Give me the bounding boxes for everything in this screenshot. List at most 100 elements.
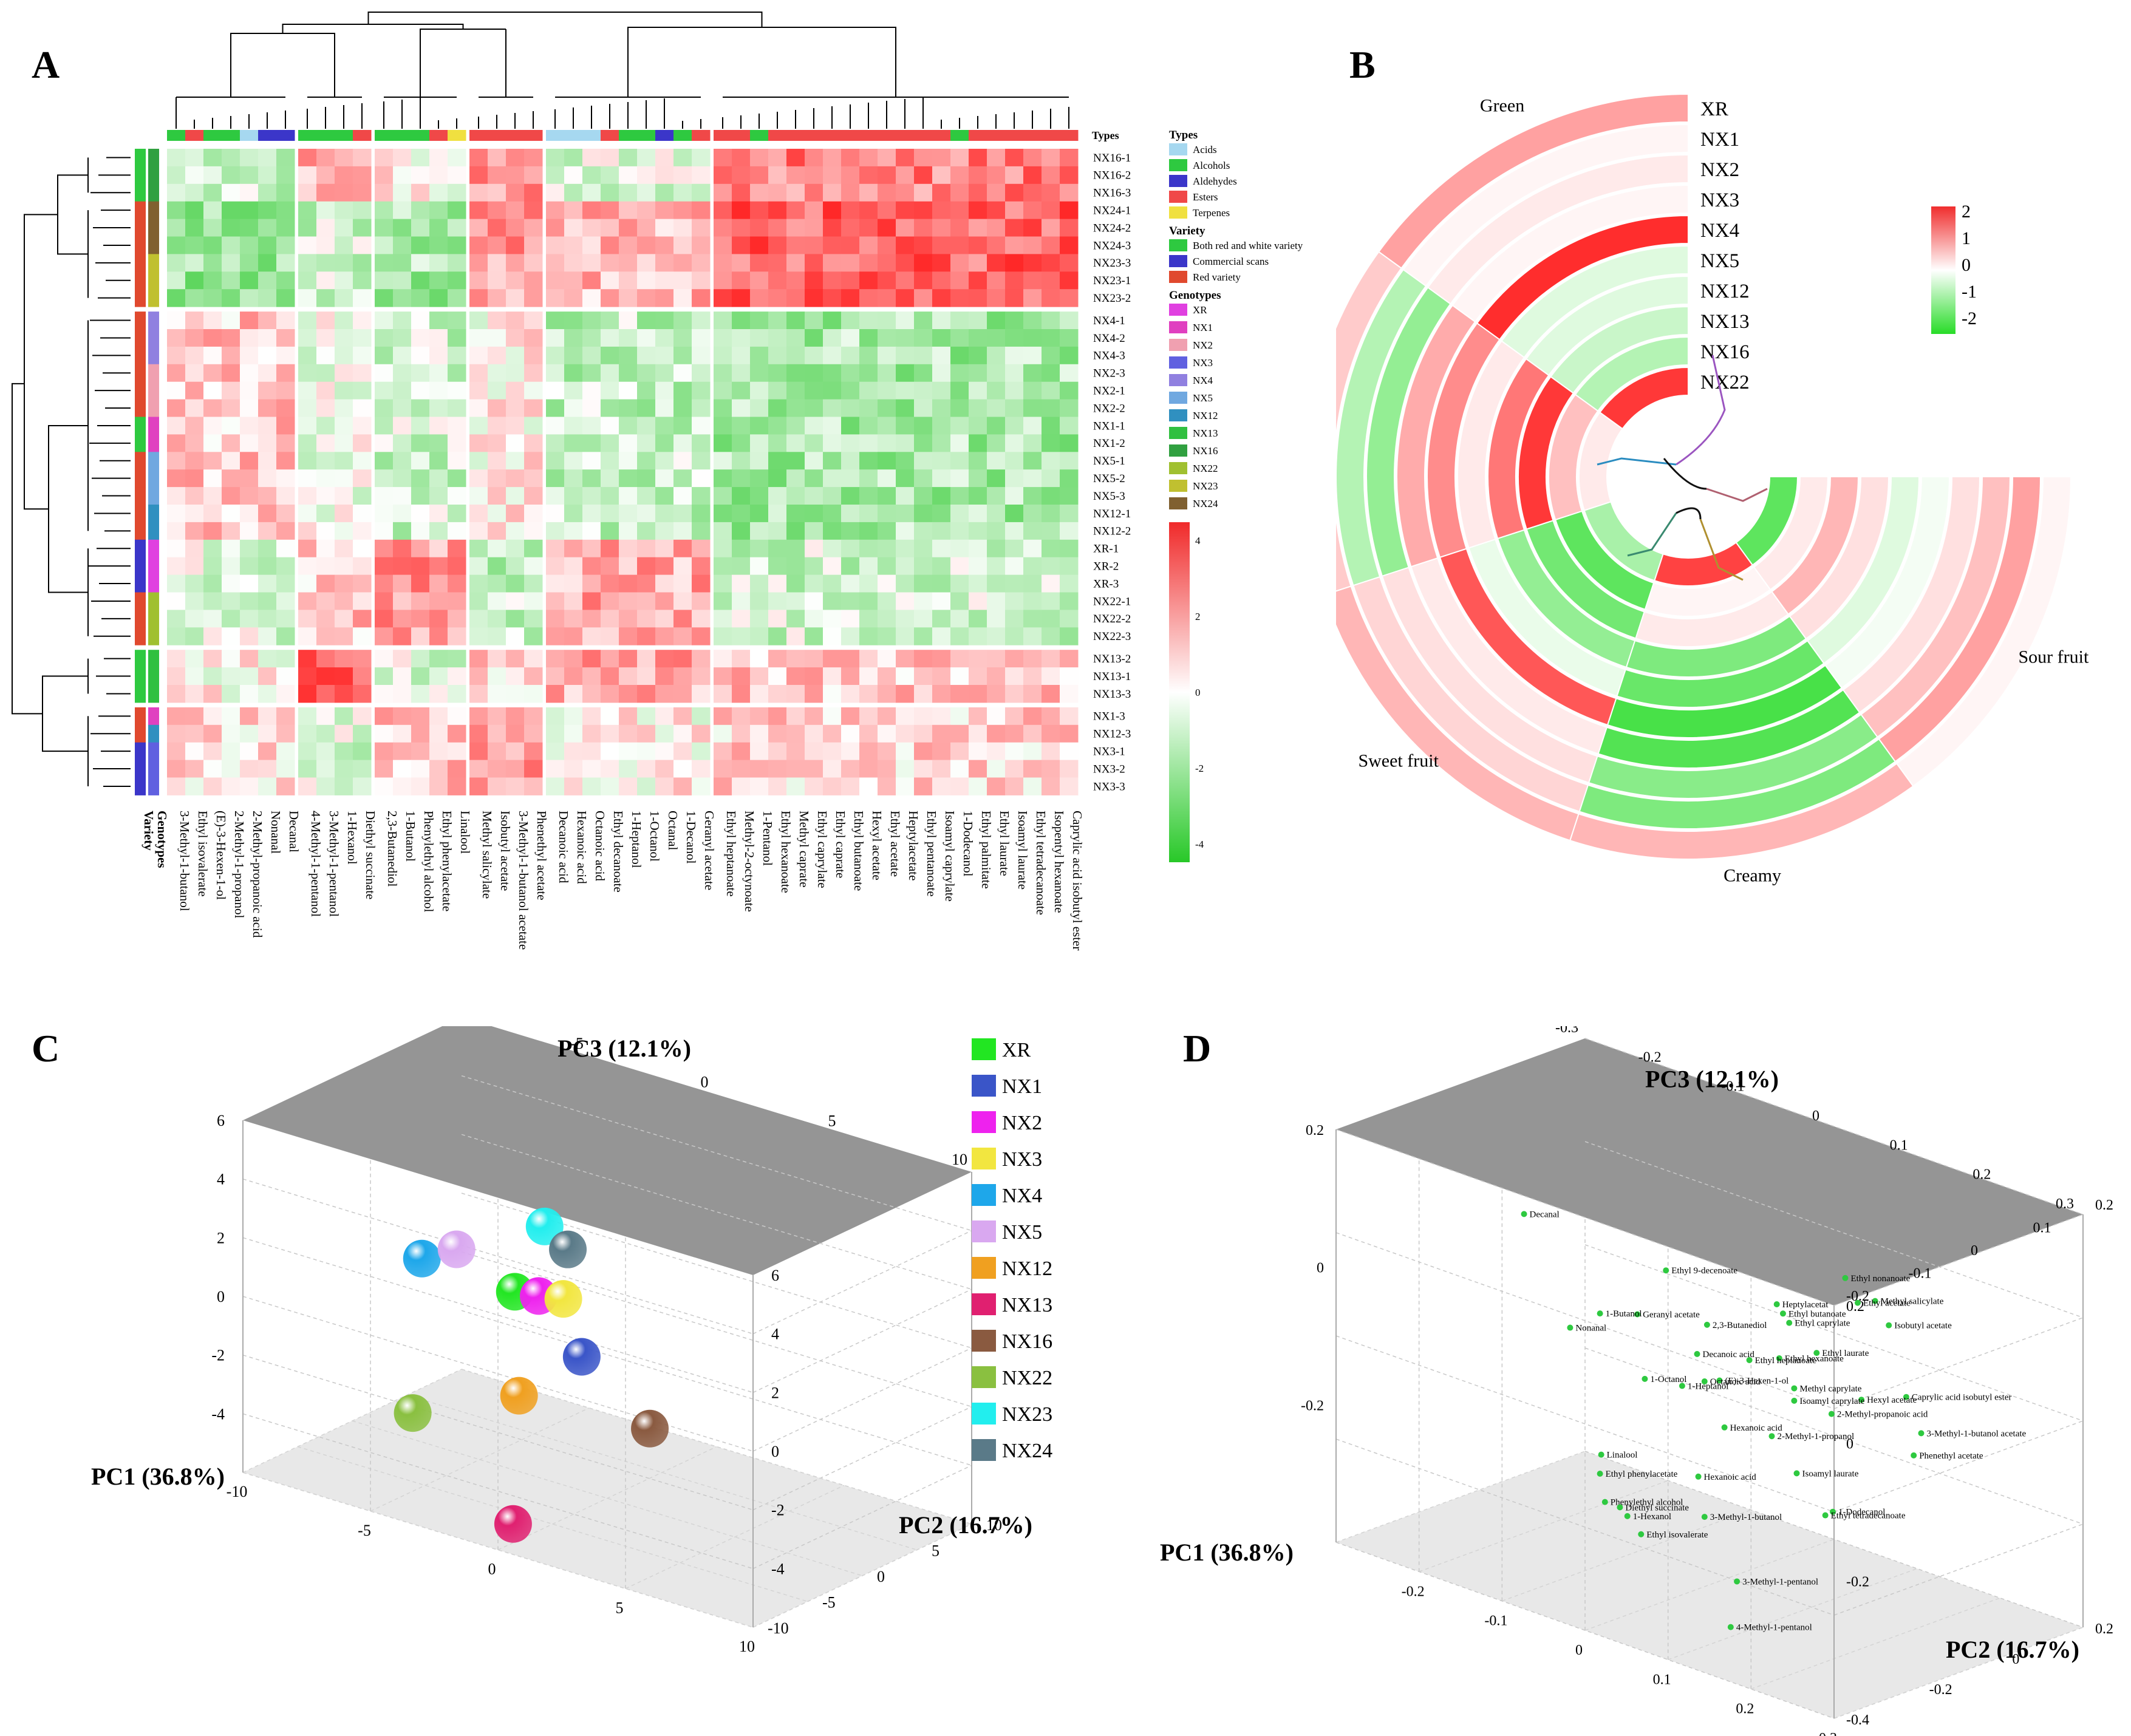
heatmap-cell (203, 399, 222, 417)
heatmap-cell (692, 183, 711, 202)
heatmap-cell (750, 271, 769, 290)
heatmap-cell (637, 452, 656, 470)
score-legend-swatch (972, 1038, 996, 1060)
loading-y-tick: 0 (2012, 1652, 2019, 1667)
heatmap-cell (969, 539, 987, 558)
row-label: NX3-2 (1093, 763, 1125, 775)
heatmap-cell (969, 289, 987, 307)
heatmap-cell (524, 574, 543, 593)
heatmap-cell (601, 149, 619, 167)
heatmap-cell (506, 219, 525, 237)
heatmap-cell (823, 434, 842, 452)
heatmap-cell (411, 452, 430, 470)
heatmap-cell (655, 505, 674, 523)
heatmap-cell (896, 452, 915, 470)
heatmap-cell (859, 610, 878, 628)
heatmap-cell (1060, 271, 1079, 290)
heatmap-cell (316, 685, 335, 703)
heatmap-cell (488, 505, 506, 523)
heatmap-cell (732, 381, 751, 400)
heatmap-cell (1005, 610, 1024, 628)
heatmap-cell (823, 707, 842, 726)
heatmap-cell (768, 505, 787, 523)
heatmap-cell (506, 399, 525, 417)
heatmap-cell (524, 777, 543, 795)
heatmap-cell (987, 329, 1006, 347)
heatmap-cell (524, 627, 543, 645)
heatmap-cell (546, 236, 565, 254)
heatmap-cell (393, 487, 412, 505)
heatmap-cell (732, 487, 751, 505)
heatmap-cell (914, 574, 933, 593)
heatmap-cell (786, 777, 805, 795)
variety-bar-cell (135, 724, 146, 743)
heatmap-cell (841, 610, 860, 628)
heatmap-cell (805, 289, 823, 307)
heatmap-cell (637, 329, 656, 347)
heatmap-cell (914, 149, 933, 167)
type-bar-cell (1023, 130, 1042, 141)
heatmap-cell (1060, 399, 1079, 417)
heatmap-cell (393, 417, 412, 435)
loading-point (1813, 1350, 1820, 1356)
heatmap-cell (240, 760, 259, 778)
heatmap-cell (582, 417, 601, 435)
heatmap-cell (859, 557, 878, 576)
heatmap-cell (298, 574, 317, 593)
heatmap-cell (805, 469, 823, 488)
heatmap-cell (1005, 505, 1024, 523)
heatmap-cell (859, 469, 878, 488)
heatmap-cell (673, 469, 692, 488)
heatmap-cell (750, 236, 769, 254)
type-bar-cell (393, 130, 412, 141)
heatmap-cell (859, 183, 878, 202)
heatmap-cell (1005, 381, 1024, 400)
heatmap-cell (506, 650, 525, 668)
heatmap-cell (1042, 183, 1060, 202)
heatmap-cell (805, 381, 823, 400)
heatmap-cell (841, 487, 860, 505)
heatmap-cell (859, 627, 878, 645)
row-label: NX16-2 (1093, 169, 1131, 182)
radial-cell (1771, 476, 1860, 615)
heatmap-cell (429, 557, 448, 576)
heatmap-cell (429, 329, 448, 347)
heatmap-cell (258, 487, 277, 505)
radial-cell (1578, 411, 1623, 511)
score-z-tick: -4 (211, 1405, 225, 1423)
heatmap-cell (582, 574, 601, 593)
heatmap-cell (932, 627, 951, 645)
heatmap-cell (411, 329, 430, 347)
heatmap-cell (240, 166, 259, 185)
heatmap-cell (768, 236, 787, 254)
heatmap-cell (950, 236, 969, 254)
heatmap-cell (732, 183, 751, 202)
heatmap-cell (673, 254, 692, 272)
heatmap-cell (637, 724, 656, 743)
heatmap-cell (692, 381, 711, 400)
variety-bar-cell (135, 505, 146, 523)
row-label: NX23-1 (1093, 274, 1131, 287)
heatmap-cell (298, 505, 317, 523)
heatmap-cell (335, 329, 353, 347)
heatmap-cell (335, 417, 353, 435)
heatmap-cell (298, 236, 317, 254)
heatmap-cell (655, 149, 674, 167)
heatmap-cell (768, 557, 787, 576)
heatmap-cell (203, 760, 222, 778)
heatmap-cell (950, 724, 969, 743)
heatmap-cell (932, 166, 951, 185)
heatmap-cell (714, 487, 732, 505)
heatmap-cell (411, 434, 430, 452)
column-label: Octanal (666, 811, 680, 850)
score-gridline (752, 1347, 972, 1452)
column-label: Isoamyl caprylate (943, 811, 957, 902)
heatmap-cell (258, 574, 277, 593)
radial-cell (1895, 476, 2072, 788)
heatmap-cell (167, 592, 186, 610)
heatmap-cell (429, 505, 448, 523)
heatmap-cell (448, 592, 466, 610)
heatmap-cell (258, 399, 277, 417)
loading-top-tick: 0 (1812, 1108, 1819, 1124)
loading-x-tick: -0.2 (1402, 1584, 1425, 1599)
